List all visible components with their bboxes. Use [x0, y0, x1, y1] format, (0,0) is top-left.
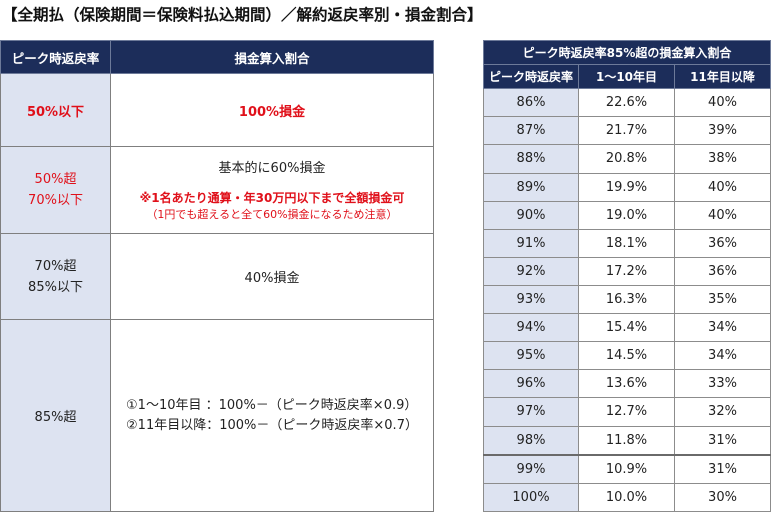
- formula-line: ②11年目以降：100%－（ピーク時返戻率×0.7）: [126, 417, 418, 433]
- ratio-years-1-10-cell: 21.7%: [578, 116, 675, 146]
- table-row: 50%超 70%以下 基本的に60%損金 ※1名あたり通算・年30万円以下まで全…: [0, 146, 434, 234]
- table-row: 87% 21.7% 39%: [483, 116, 772, 146]
- column-header-years-1-10: 1～10年目: [578, 64, 675, 90]
- table-row: 100% 10.0% 30%: [483, 482, 772, 513]
- rule-cell: 100%損金: [110, 73, 434, 147]
- peak-rate-cell: 98%: [483, 425, 579, 456]
- rate-cell: 70%超 85%以下: [0, 233, 111, 320]
- column-header-year-11-plus: 11年目以降: [673, 64, 772, 90]
- peak-rate-cell: 97%: [483, 397, 579, 427]
- peak-rate-cell: 90%: [483, 200, 579, 230]
- table-row: 97% 12.7% 32%: [483, 397, 772, 427]
- over-85-deduction-table: ピーク時返戻率85%超の損金算入割合 ピーク時返戻率 1～10年目 11年目以降…: [482, 39, 772, 513]
- ratio-year-11-plus-cell: 34%: [673, 313, 772, 343]
- ratio-years-1-10-cell: 19.9%: [578, 172, 675, 202]
- ratio-years-1-10-cell: 16.3%: [578, 284, 675, 315]
- peak-rate-cell: 86%: [483, 88, 579, 118]
- ratio-years-1-10-cell: 11.8%: [578, 425, 675, 456]
- rate-cell: 50%超 70%以下: [0, 146, 111, 234]
- ratio-years-1-10-cell: 14.5%: [578, 341, 675, 371]
- ratio-year-11-plus-cell: 32%: [673, 397, 772, 427]
- table-row: 93% 16.3% 35%: [483, 284, 772, 315]
- column-header-peak-rate: ピーク時返戻率: [0, 40, 111, 74]
- rate-cell: 85%超: [0, 319, 111, 512]
- table-header-row: ピーク時返戻率 損金算入割合: [0, 40, 434, 74]
- ratio-year-11-plus-cell: 33%: [673, 369, 772, 399]
- table-row: 50%以下 100%損金: [0, 73, 434, 147]
- formula-block: ①1～10年目 ：100%－（ピーク時返戻率×0.9） ②11年目以降：100%…: [126, 396, 418, 436]
- rule-cell: 基本的に60%損金 ※1名あたり通算・年30万円以下まで全額損金可 （1円でも超…: [110, 146, 434, 234]
- ratio-year-11-plus-cell: 36%: [673, 256, 772, 286]
- peak-rate-cell: 96%: [483, 369, 579, 399]
- ratio-year-11-plus-cell: 40%: [673, 88, 772, 118]
- rule-note: ※1名あたり通算・年30万円以下まで全額損金可: [139, 191, 405, 205]
- ratio-year-11-plus-cell: 40%: [673, 172, 772, 202]
- formula-line: ①1～10年目 ：100%－（ピーク時返戻率×0.9）: [126, 397, 418, 413]
- column-header-peak-rate: ピーク時返戻率: [483, 64, 579, 90]
- table-row: 98% 11.8% 31%: [483, 425, 772, 456]
- table-row: 91% 18.1% 36%: [483, 228, 772, 258]
- ratio-year-11-plus-cell: 39%: [673, 116, 772, 146]
- ratio-year-11-plus-cell: 34%: [673, 341, 772, 371]
- peak-rate-cell: 100%: [483, 482, 579, 513]
- peak-rate-cell: 99%: [483, 453, 579, 484]
- rate-line: 85%以下: [28, 279, 83, 295]
- peak-rate-cell: 94%: [483, 313, 579, 343]
- rate-line: 50%超: [34, 172, 77, 187]
- ratio-year-11-plus-cell: 36%: [673, 228, 772, 258]
- table-row: 90% 19.0% 40%: [483, 200, 772, 230]
- ratio-years-1-10-cell: 15.4%: [578, 313, 675, 343]
- ratio-years-1-10-cell: 20.8%: [578, 144, 675, 174]
- table-row: 92% 17.2% 36%: [483, 256, 772, 286]
- ratio-years-1-10-cell: 17.2%: [578, 256, 675, 286]
- ratio-years-1-10-cell: 19.0%: [578, 200, 675, 230]
- rate-line: 70%以下: [28, 193, 83, 208]
- peak-rate-cell: 89%: [483, 172, 579, 202]
- ratio-year-11-plus-cell: 40%: [673, 200, 772, 230]
- ratio-years-1-10-cell: 18.1%: [578, 228, 675, 258]
- rate-line: 70%超: [34, 258, 77, 274]
- table-row: 88% 20.8% 38%: [483, 144, 772, 174]
- ratio-years-1-10-cell: 12.7%: [578, 397, 675, 427]
- column-header-deduction-ratio: 損金算入割合: [110, 40, 434, 74]
- table-body: 86% 22.6% 40% 87% 21.7% 39% 88% 20.8% 38% 89% 19.9…: [483, 88, 772, 513]
- ratio-year-11-plus-cell: 30%: [673, 482, 772, 513]
- table-row: 89% 19.9% 40%: [483, 172, 772, 202]
- table-row: 70%超 85%以下 40%損金: [0, 233, 434, 320]
- rule-cell: 40%損金: [110, 233, 434, 320]
- table-row: 85%超 ①1～10年目 ：100%－（ピーク時返戻率×0.9） ②11年目以降…: [0, 319, 434, 512]
- page-heading: 【全期払（保険期間＝保険料払込期間）／解約返戻率別・損金割合】: [2, 6, 483, 24]
- ratio-year-11-plus-cell: 31%: [673, 425, 772, 456]
- table-row: 96% 13.6% 33%: [483, 369, 772, 399]
- ratio-years-1-10-cell: 10.9%: [578, 453, 675, 484]
- ratio-years-1-10-cell: 22.6%: [578, 88, 675, 118]
- table-row: 86% 22.6% 40%: [483, 88, 772, 118]
- table-row: 99% 10.9% 31%: [483, 453, 772, 484]
- ratio-years-1-10-cell: 10.0%: [578, 482, 675, 513]
- table-title-row: ピーク時返戻率85%超の損金算入割合: [482, 39, 772, 66]
- peak-rate-cell: 95%: [483, 341, 579, 371]
- ratio-year-11-plus-cell: 38%: [673, 144, 772, 174]
- peak-rate-cell: 87%: [483, 116, 579, 146]
- ratio-years-1-10-cell: 13.6%: [578, 369, 675, 399]
- rule-text: 基本的に60%損金: [218, 161, 326, 176]
- peak-rate-cell: 91%: [483, 228, 579, 258]
- table-row: 94% 15.4% 34%: [483, 313, 772, 343]
- deduction-rules-table: ピーク時返戻率 損金算入割合 50%以下 100%損金 50%超 70%以下 基…: [0, 40, 434, 512]
- peak-rate-cell: 88%: [483, 144, 579, 174]
- rule-cell: ①1～10年目 ：100%－（ピーク時返戻率×0.9） ②11年目以降：100%…: [110, 319, 434, 512]
- rule-note-sub: （1円でも超えると全て60%損金になるため注意）: [146, 208, 398, 221]
- peak-rate-cell: 92%: [483, 256, 579, 286]
- table-row: 95% 14.5% 34%: [483, 341, 772, 371]
- rate-cell: 50%以下: [0, 73, 111, 147]
- table-title: ピーク時返戻率85%超の損金算入割合: [482, 39, 772, 66]
- ratio-year-11-plus-cell: 31%: [673, 453, 772, 484]
- table-header-row: ピーク時返戻率 1～10年目 11年目以降: [483, 64, 772, 90]
- ratio-year-11-plus-cell: 35%: [673, 284, 772, 315]
- peak-rate-cell: 93%: [483, 284, 579, 315]
